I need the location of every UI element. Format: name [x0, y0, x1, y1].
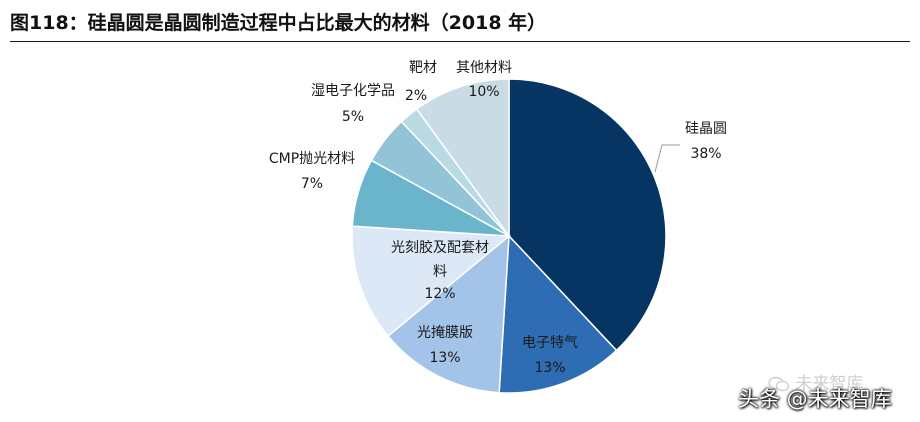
slice-label: 光刻胶及配套材	[391, 239, 489, 256]
pie-slice	[351, 225, 511, 338]
leader-line	[654, 144, 680, 173]
pie-slice	[415, 78, 510, 239]
slice-value-label: 13%	[534, 360, 565, 376]
slice-value-label: 13%	[429, 350, 460, 366]
pie-slice	[508, 78, 667, 352]
wechat-watermark: 未来智库	[768, 369, 863, 394]
chart-title: 图118：硅晶圆是晶圆制造过程中占比最大的材料（2018 年）	[10, 12, 547, 34]
slice-label: 光掩膜版	[417, 325, 473, 341]
slice-label: 料	[433, 264, 447, 280]
wechat-icon	[768, 376, 790, 392]
slice-value-label: 38%	[690, 146, 721, 162]
slice-label: CMP抛光材料	[269, 151, 355, 167]
title-divider	[10, 41, 910, 42]
slice-value-label: 10%	[468, 84, 499, 100]
slice-value-label: 7%	[301, 176, 323, 192]
slice-label: 电子特气	[522, 335, 578, 351]
pie-slice	[498, 234, 618, 394]
slice-label: 其他材料	[456, 60, 512, 76]
toutiao-watermark: 头条 @未来智库	[738, 387, 892, 411]
slice-label: 湿电子化学品	[311, 83, 395, 99]
wechat-watermark-text: 未来智库	[795, 374, 864, 394]
slice-value-label: 12%	[424, 286, 455, 302]
slice-label: 靶材	[409, 60, 437, 76]
slice-label: 硅晶圆	[685, 121, 727, 137]
slice-value-label: 2%	[405, 88, 427, 104]
pie-slice	[386, 234, 510, 394]
slice-value-label: 5%	[342, 109, 364, 125]
